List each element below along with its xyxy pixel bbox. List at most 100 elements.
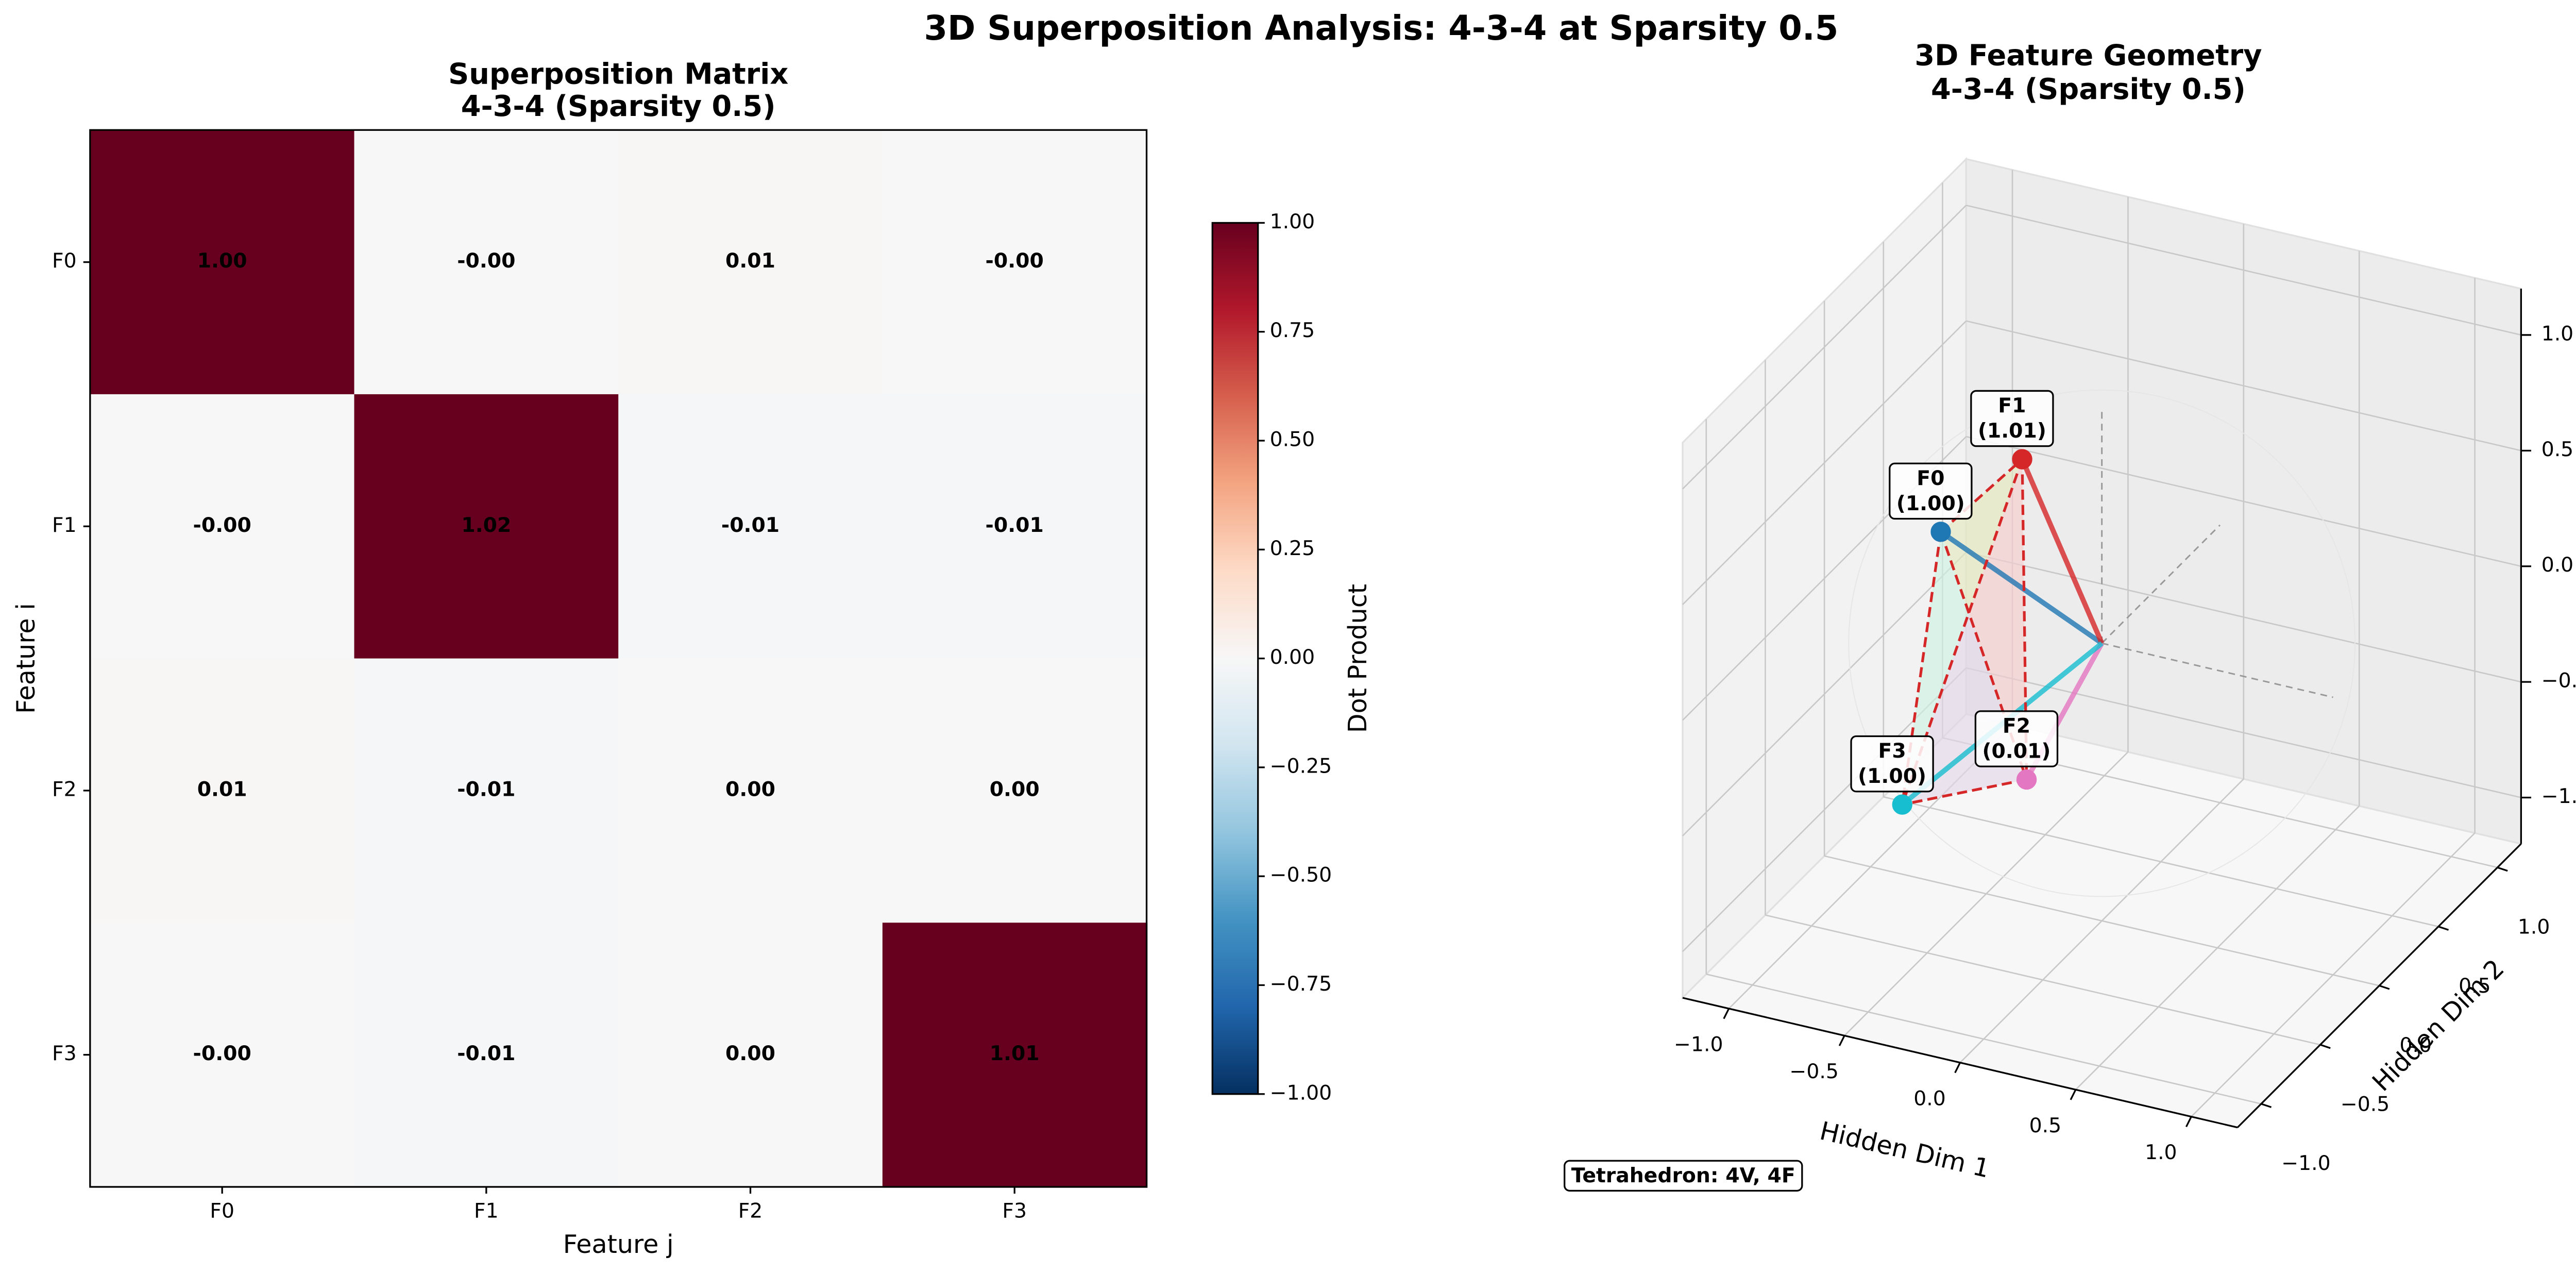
x-tick — [1723, 1008, 1730, 1019]
grid-line — [1965, 205, 2521, 336]
chart-title: 4-3-4 (Sparsity 0.5) — [461, 90, 776, 123]
feature-label-box — [1974, 710, 2059, 767]
unit-sphere — [1848, 389, 2356, 897]
feature-norm: (1.00) — [1896, 492, 1965, 515]
grid-line — [1682, 320, 1967, 606]
grid-line — [1965, 435, 2521, 567]
colorbar-tick-label: −0.25 — [1270, 755, 1332, 778]
y-tick-label: F1 — [52, 514, 77, 537]
grid-line — [1682, 667, 1967, 952]
heatmap-cell — [882, 130, 1148, 395]
y-tick — [2379, 984, 2390, 990]
heatmap-cell — [618, 658, 884, 924]
y-tick-label: F0 — [52, 249, 77, 273]
z-tick-label: 0.5 — [2541, 438, 2574, 461]
feature-point — [2012, 449, 2032, 470]
tetra-edge — [1902, 778, 2027, 806]
grid-line — [1965, 551, 2521, 683]
grid-line — [1765, 914, 2320, 1046]
cell-label: -0.00 — [457, 249, 515, 273]
feature-norm: (0.01) — [1982, 740, 2051, 763]
feature-vector — [1939, 529, 2104, 646]
x-tick-label: 1.0 — [2145, 1141, 2177, 1164]
chart-title: 4-3-4 (Sparsity 0.5) — [1931, 73, 2246, 106]
colorbar-tick-label: 0.00 — [1270, 646, 1315, 669]
colorbar-tick-label: 0.75 — [1270, 319, 1315, 342]
x-tick-label: 0.0 — [1913, 1087, 1946, 1110]
heatmap-cell — [618, 394, 884, 660]
heatmap-cell — [90, 658, 355, 924]
grid-line — [1682, 551, 1967, 836]
cell-label: 0.01 — [197, 778, 247, 801]
grid-line — [1706, 973, 2262, 1105]
z-tick-label: −1.0 — [2541, 785, 2576, 808]
y-tick-label: F3 — [52, 1042, 77, 1065]
feature-norm: (1.00) — [1858, 765, 1926, 788]
x-tick-label: 0.5 — [2029, 1114, 2062, 1137]
colorbar-tick-label: −0.75 — [1270, 973, 1332, 996]
x-axis-line — [1682, 997, 2238, 1129]
colorbar-tick-label: 0.50 — [1270, 428, 1315, 451]
feature-point — [1892, 794, 1912, 815]
x-axis-label: Hidden Dim 1 — [1817, 1116, 1993, 1184]
grid-line — [1965, 667, 2521, 798]
reference-axis — [2102, 642, 2333, 698]
z-tick-label: −0.5 — [2541, 669, 2576, 693]
cell-label: -0.01 — [721, 514, 779, 537]
heatmap-cell — [354, 923, 619, 1188]
y-tick — [2497, 866, 2508, 872]
cell-label: -0.01 — [457, 1042, 515, 1065]
heatmap-cell — [354, 394, 619, 660]
grid-line — [1682, 205, 1967, 490]
x-tick-label: F2 — [738, 1200, 763, 1223]
heatmap-cell — [882, 923, 1148, 1188]
grid-line — [1824, 855, 2380, 986]
colorbar-tick-label: 0.25 — [1270, 537, 1315, 560]
colorbar-tick-label: −1.00 — [1270, 1081, 1332, 1104]
chart-title: 3D Feature Geometry — [1914, 39, 2262, 73]
x-tick — [2185, 1116, 2192, 1128]
feature-point — [1930, 522, 1951, 542]
feature-name: F1 — [1998, 394, 2026, 417]
feature-name: F0 — [1917, 467, 1944, 490]
cell-label: -0.00 — [193, 514, 251, 537]
x-tick — [1838, 1035, 1845, 1046]
tetra-edge — [1940, 458, 2023, 533]
y-tick-label: 0.0 — [2400, 1034, 2432, 1057]
heatmap-cell — [882, 658, 1148, 924]
feature-name: F2 — [2003, 714, 2030, 738]
heatmap-cell — [354, 130, 619, 395]
feature-point — [2016, 769, 2037, 790]
x-tick-label: F0 — [210, 1200, 234, 1223]
grid-line — [1883, 796, 2439, 928]
reference-axis — [2101, 524, 2221, 644]
annotation-box — [1564, 1160, 1803, 1192]
cell-label: 0.00 — [725, 778, 775, 801]
heatmap-cell — [882, 394, 1148, 660]
heatmap-cell — [90, 923, 355, 1188]
feature-label-box — [1850, 735, 1934, 793]
tetra-face — [1940, 459, 2027, 780]
axes-frame — [89, 129, 1148, 1188]
x-tick — [2070, 1089, 2077, 1100]
x-tick-label: −0.5 — [1789, 1060, 1838, 1083]
y-tick-label: F2 — [52, 778, 77, 801]
cell-label: 1.01 — [990, 1042, 1040, 1065]
feature-name: F3 — [1878, 740, 1906, 763]
heatmap-cell — [90, 394, 355, 660]
colorbar-label: Dot Product — [1343, 584, 1372, 733]
y-tick — [2320, 1044, 2331, 1049]
cell-label: -0.00 — [986, 249, 1044, 273]
cell-label: 1.02 — [461, 514, 511, 537]
z-tick-label: 0.0 — [2541, 554, 2574, 577]
feature-label-box — [1970, 390, 2054, 447]
y-tick-label: −1.0 — [2281, 1152, 2330, 1175]
feature-vector — [2020, 458, 2105, 645]
colorbar — [1211, 222, 1259, 1095]
x-axis-label: Feature j — [563, 1229, 674, 1259]
y-tick-label: 0.5 — [2459, 975, 2491, 998]
cell-label: -0.00 — [193, 1042, 251, 1065]
x-tick-label: F3 — [1002, 1200, 1027, 1223]
feature-label-box — [1889, 462, 1973, 520]
